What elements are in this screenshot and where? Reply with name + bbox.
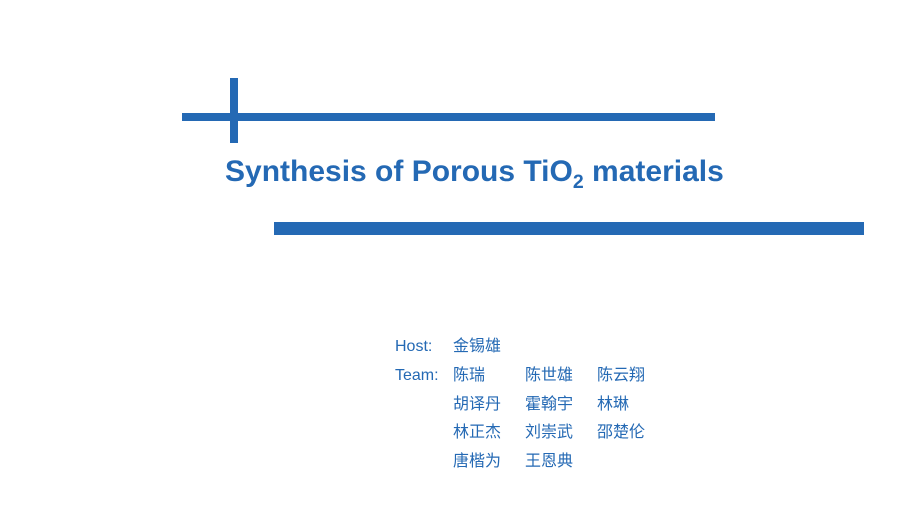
team-names-2: 林正杰 刘崇武 邵楚伦: [453, 421, 669, 446]
team-member: 邵楚伦: [597, 421, 669, 446]
host-label: Host:: [395, 335, 453, 360]
team-label-empty: [395, 450, 453, 475]
team-member: 王恩典: [525, 450, 597, 475]
team-member: 陈世雄: [525, 364, 597, 389]
team-row-0: Team: 陈瑞 陈世雄 陈云翔: [395, 364, 669, 389]
team-row-1: 胡译丹 霍翰宇 林琳: [395, 393, 669, 418]
team-row-2: 林正杰 刘崇武 邵楚伦: [395, 421, 669, 446]
decor-horizontal-bar-bottom: [274, 222, 864, 235]
team-member: 陈云翔: [597, 364, 669, 389]
team-names-0: 陈瑞 陈世雄 陈云翔: [453, 364, 669, 389]
team-member: 林琳: [597, 393, 669, 418]
team-label-empty: [395, 393, 453, 418]
team-label: Team:: [395, 364, 453, 389]
title-post: materials: [584, 155, 724, 188]
team-member: [597, 450, 669, 475]
title-pre: Synthesis of Porous TiO: [225, 155, 573, 188]
team-label-empty: [395, 421, 453, 446]
team-member: 唐楷为: [453, 450, 525, 475]
host-name: 金锡雄: [453, 335, 525, 360]
team-row-3: 唐楷为 王恩典: [395, 450, 669, 475]
host-row: Host: 金锡雄: [395, 335, 669, 360]
team-member: 林正杰: [453, 421, 525, 446]
team-names-1: 胡译丹 霍翰宇 林琳: [453, 393, 669, 418]
team-member: 刘崇武: [525, 421, 597, 446]
host-names: 金锡雄: [453, 335, 525, 360]
team-names-3: 唐楷为 王恩典: [453, 450, 669, 475]
slide: Synthesis of Porous TiO2 materials Host:…: [0, 0, 920, 517]
slide-title: Synthesis of Porous TiO2 materials: [225, 155, 724, 194]
team-member: 霍翰宇: [525, 393, 597, 418]
team-member: 胡译丹: [453, 393, 525, 418]
credits-block: Host: 金锡雄 Team: 陈瑞 陈世雄 陈云翔 胡译丹 霍翰宇 林琳: [395, 335, 669, 479]
team-member: 陈瑞: [453, 364, 525, 389]
decor-vertical-bar: [230, 78, 238, 143]
decor-horizontal-bar-top: [182, 113, 715, 121]
title-subscript: 2: [573, 171, 584, 193]
